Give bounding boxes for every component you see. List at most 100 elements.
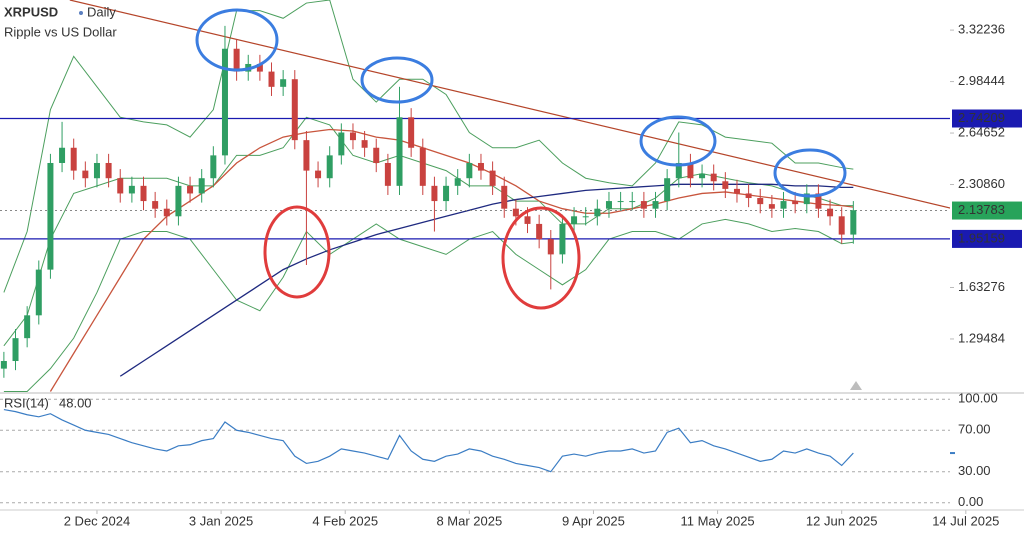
candle-body (582, 216, 589, 218)
candle-body (501, 185, 508, 209)
overlay-line (3, 116, 854, 347)
annotation-circle (263, 205, 331, 299)
candle-body (163, 208, 170, 217)
overlay-line (119, 183, 854, 377)
rsi-title: RSI(14) (4, 395, 49, 410)
candle-body (187, 185, 194, 194)
x-tick-label: 9 Apr 2025 (562, 513, 625, 528)
rsi-tick-label: 70.00 (958, 422, 991, 437)
candle-body (175, 185, 182, 217)
candle-body (512, 208, 519, 217)
candle-body (59, 147, 66, 163)
candle-body (524, 216, 531, 224)
candle-body (815, 193, 822, 209)
candle-body (303, 140, 310, 171)
annotation-circle (501, 206, 581, 310)
candle-body (35, 269, 42, 316)
candle-body (594, 208, 601, 217)
trendline (69, 0, 950, 209)
candle-body (408, 117, 415, 148)
annotation-circle (639, 115, 717, 167)
candle-body (838, 216, 845, 235)
x-tick-label: 3 Jan 2025 (189, 513, 253, 528)
description: Ripple vs US Dollar (4, 24, 117, 39)
candle-body (745, 193, 752, 199)
candle-body (47, 162, 54, 270)
candle-body (210, 155, 217, 179)
candle-body (803, 193, 810, 205)
overlay-line (3, 0, 854, 293)
candle-body (128, 185, 135, 194)
candle-body (373, 147, 380, 163)
candle-body (792, 201, 799, 205)
candle-body (221, 48, 228, 156)
overlay-line (3, 218, 854, 392)
y-tick-label: 2.30860 (958, 176, 1005, 191)
y-tick-label: 2.64652 (958, 124, 1005, 139)
level-label-box (952, 109, 1022, 128)
candle-body (780, 201, 787, 209)
y-tick-label: 1.63276 (958, 279, 1005, 294)
candle-body (768, 204, 775, 209)
candle-body (629, 201, 636, 203)
x-tick-label: 11 May 2025 (680, 513, 754, 528)
candle-body (571, 216, 578, 224)
candle-body (687, 162, 694, 179)
bullet (79, 11, 83, 15)
candle-body (361, 140, 368, 148)
y-tick-label: 1.29484 (958, 330, 1005, 345)
x-tick-label: 4 Feb 2025 (312, 513, 378, 528)
candle-body (24, 315, 31, 339)
candle-body (291, 79, 298, 141)
candle-body (559, 223, 566, 255)
candle-body (454, 178, 461, 186)
candle-body (850, 210, 857, 235)
candle-body (117, 178, 124, 194)
rsi-tick-label: 0.00 (958, 494, 983, 509)
candle-body (396, 117, 403, 186)
overlay-line (49, 128, 854, 392)
y-tick-label: 2.98444 (958, 73, 1005, 88)
candle-body (384, 162, 391, 186)
candle-body (82, 170, 89, 179)
level-label: 2.74209 (958, 110, 1005, 125)
x-tick-label: 8 Mar 2025 (436, 513, 502, 528)
candle-body (0, 361, 7, 369)
last-price-box (952, 201, 1022, 220)
candle-body (605, 201, 612, 209)
candle-body (675, 162, 682, 179)
rsi-tick-label: 30.00 (958, 463, 991, 478)
candle-body (827, 208, 834, 217)
x-tick-label: 14 Jul 2025 (932, 513, 999, 528)
x-tick-label: 12 Jun 2025 (806, 513, 878, 528)
annotation-circle (195, 8, 279, 72)
rsi-line (3, 408, 854, 473)
level-label-box (952, 229, 1022, 248)
candle-body (93, 162, 100, 179)
candle-body (280, 79, 287, 87)
candle-body (349, 132, 356, 141)
candle-body (699, 173, 706, 179)
candle-body (547, 239, 554, 255)
last-price-label: 2.13783 (958, 202, 1005, 217)
y-tick-label: 3.32236 (958, 22, 1005, 37)
candle-body (640, 201, 647, 209)
rsi-last-value: 48.00 (59, 395, 92, 410)
candle-body (198, 178, 205, 194)
candle-body (268, 71, 275, 87)
candle-body (664, 178, 671, 202)
candle-body (338, 132, 345, 156)
candle-body (710, 173, 717, 182)
annotation-circle (773, 148, 847, 198)
candle-body (466, 162, 473, 179)
candle-body (652, 201, 659, 209)
candle-body (326, 155, 333, 179)
candle-body (315, 170, 322, 179)
candle-body (617, 201, 624, 203)
candle-body (733, 188, 740, 194)
candle-body (536, 223, 543, 240)
interval: Daily (87, 4, 116, 19)
